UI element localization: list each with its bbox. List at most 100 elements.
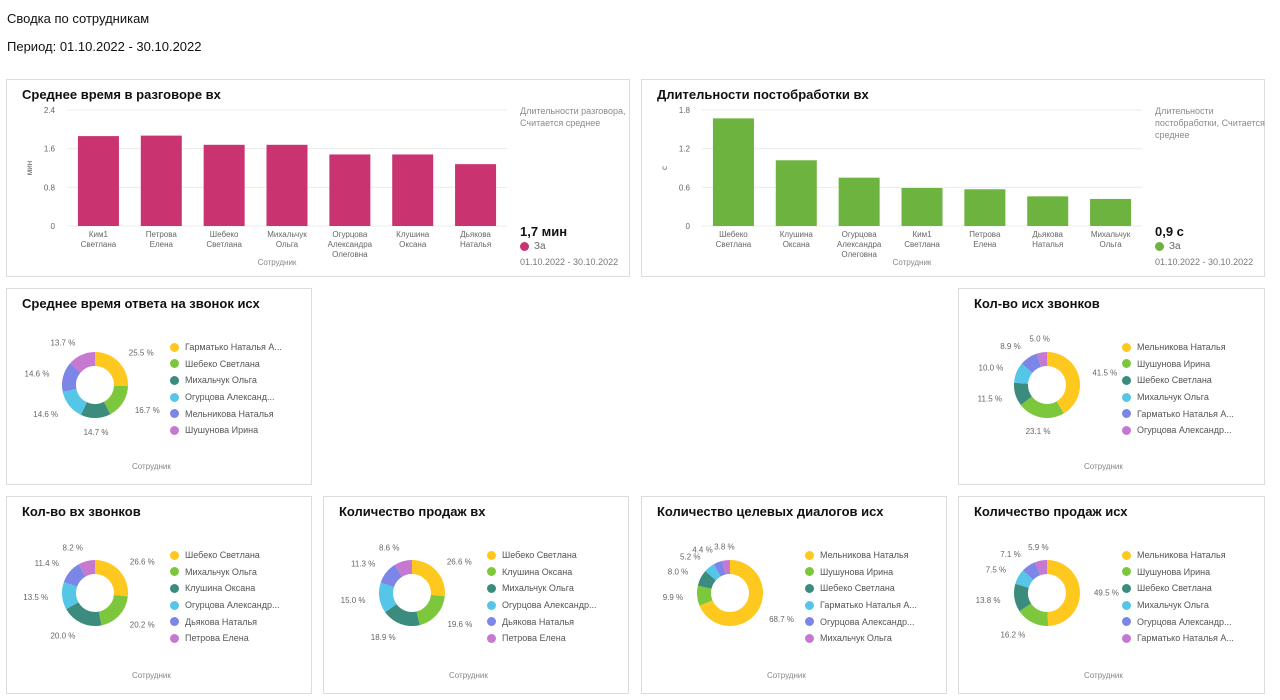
legend-item[interactable]: Шушунова Ирина	[1122, 564, 1234, 581]
slice-value-label: 5.0 %	[1029, 335, 1049, 344]
legend-item[interactable]: Михальчук Ольга	[1122, 597, 1234, 614]
legend-item[interactable]: Гарматько Наталья А...	[805, 597, 917, 614]
pie-slice[interactable]	[395, 560, 412, 577]
bar[interactable]	[140, 135, 182, 226]
legend-item[interactable]: Мельникова Наталья	[805, 547, 917, 564]
legend-item[interactable]: Петрова Елена	[170, 630, 279, 647]
pie-slice[interactable]	[713, 560, 726, 577]
bar[interactable]	[392, 154, 434, 226]
legend-item[interactable]: Дьякова Наталья	[487, 613, 596, 630]
legend-item[interactable]: Гарматько Наталья А...	[170, 339, 282, 356]
pie-slice[interactable]	[1019, 603, 1049, 626]
slice-value-label: 4.4 %	[692, 545, 712, 554]
pie-slice[interactable]	[1020, 396, 1064, 418]
pie-slice[interactable]	[95, 560, 128, 597]
pie-slice[interactable]	[95, 352, 128, 387]
legend-item[interactable]: Михальчук Ольга	[1122, 389, 1234, 406]
legend-label: Мельникова Наталья	[185, 408, 274, 419]
legend-item[interactable]: Михальчук Ольга	[170, 564, 279, 581]
pie-slice[interactable]	[62, 388, 87, 415]
pie-slice[interactable]	[1014, 583, 1032, 612]
pie-slice[interactable]	[78, 560, 95, 577]
bar[interactable]	[455, 164, 497, 226]
legend-item[interactable]: Огурцова Александр...	[487, 597, 596, 614]
bar[interactable]	[1027, 196, 1069, 226]
legend-item[interactable]: Мельникова Наталья	[170, 405, 282, 422]
legend-item[interactable]: За	[520, 241, 546, 252]
legend-item[interactable]: Михальчук Ольга	[805, 630, 917, 647]
legend-item[interactable]: Шушунова Ирина	[1122, 356, 1234, 373]
pie-slice[interactable]	[699, 560, 763, 626]
legend-item[interactable]: Петрова Елена	[487, 630, 596, 647]
slice-value-label: 41.5 %	[1092, 369, 1117, 378]
legend-dot-icon	[170, 342, 179, 352]
pie-slice[interactable]	[62, 363, 81, 392]
legend-item[interactable]: Огурцова Александр...	[805, 613, 917, 630]
pie-slice[interactable]	[98, 594, 128, 626]
pie-slice[interactable]	[103, 385, 128, 415]
legend-item[interactable]: Гарматько Наталья А...	[1122, 630, 1234, 647]
pie-slice[interactable]	[697, 585, 713, 606]
pie-slice[interactable]	[1035, 560, 1047, 576]
pie-slice[interactable]	[66, 602, 102, 626]
legend-item[interactable]: Огурцова Александр...	[1122, 422, 1234, 439]
legend-item[interactable]: Шебеко Светлана	[805, 580, 917, 597]
bar[interactable]	[712, 118, 754, 226]
legend-item[interactable]: Шебеко Светлана	[1122, 580, 1234, 597]
legend-dot-icon	[1122, 375, 1131, 385]
slice-value-label: 10.0 %	[979, 363, 1004, 372]
pie-slice[interactable]	[1015, 570, 1034, 588]
bar[interactable]	[203, 144, 245, 226]
pie-slice[interactable]	[63, 564, 86, 587]
legend-item[interactable]: Дьякова Наталья	[170, 613, 279, 630]
legend-item[interactable]: Клушина Оксана	[487, 564, 596, 581]
bar[interactable]	[1090, 198, 1132, 226]
legend-item[interactable]: Огурцова Александ...	[170, 389, 282, 406]
pie-slice[interactable]	[61, 582, 79, 610]
pie-slice[interactable]	[1022, 562, 1041, 580]
legend-item[interactable]: За	[1155, 241, 1181, 252]
legend-item[interactable]: Шушунова Ирина	[805, 564, 917, 581]
pie-slice[interactable]	[722, 560, 730, 575]
pie-slice[interactable]	[705, 564, 721, 581]
legend-item[interactable]: Шушунова Ирина	[170, 422, 282, 439]
pie-slice[interactable]	[80, 401, 111, 418]
slice-value-label: 14.6 %	[33, 410, 58, 419]
pie-slice[interactable]	[1047, 560, 1081, 626]
pie-slice[interactable]	[1014, 382, 1032, 406]
pie-slice[interactable]	[1021, 353, 1042, 373]
bar[interactable]	[266, 144, 308, 226]
pie-slice[interactable]	[697, 571, 716, 589]
legend-item[interactable]: Шебеко Светлана	[1122, 372, 1234, 389]
bar[interactable]	[901, 187, 943, 226]
slice-value-label: 13.7 %	[50, 338, 75, 347]
pie-slice[interactable]	[385, 604, 420, 626]
legend-item[interactable]: Мельникова Наталья	[1122, 339, 1234, 356]
legend-item[interactable]: Михальчук Ольга	[170, 372, 282, 389]
pie-slice[interactable]	[1047, 352, 1080, 414]
legend: Мельникова Наталья Шушунова Ирина Шебеко С…	[1122, 339, 1234, 439]
bar[interactable]	[838, 177, 880, 226]
legend-item[interactable]: Шебеко Светлана	[170, 356, 282, 373]
legend-item[interactable]: Шебеко Светлана	[170, 547, 279, 564]
legend-dot-icon	[170, 600, 179, 610]
pie-slice[interactable]	[1036, 352, 1047, 367]
legend-item[interactable]: Шебеко Светлана	[487, 547, 596, 564]
pie-slice[interactable]	[412, 560, 445, 597]
pie-slice[interactable]	[1014, 363, 1033, 384]
legend-item[interactable]: Клушина Оксана	[170, 580, 279, 597]
legend-item[interactable]: Мельникова Наталья	[1122, 547, 1234, 564]
pie-slice[interactable]	[380, 564, 403, 588]
pie-slice[interactable]	[416, 594, 445, 626]
bar[interactable]	[329, 154, 371, 226]
bar[interactable]	[964, 189, 1006, 226]
legend-item[interactable]: Огурцова Александр...	[1122, 613, 1234, 630]
bar[interactable]	[775, 160, 817, 226]
legend-item[interactable]: Михальчук Ольга	[487, 580, 596, 597]
pie-slice[interactable]	[69, 352, 95, 373]
pie-slice[interactable]	[379, 582, 397, 613]
legend-item[interactable]: Гарматько Наталья А...	[1122, 405, 1234, 422]
legend-item[interactable]: Огурцова Александр...	[170, 597, 279, 614]
legend-dot-icon	[1122, 617, 1131, 627]
bar[interactable]	[77, 136, 119, 226]
